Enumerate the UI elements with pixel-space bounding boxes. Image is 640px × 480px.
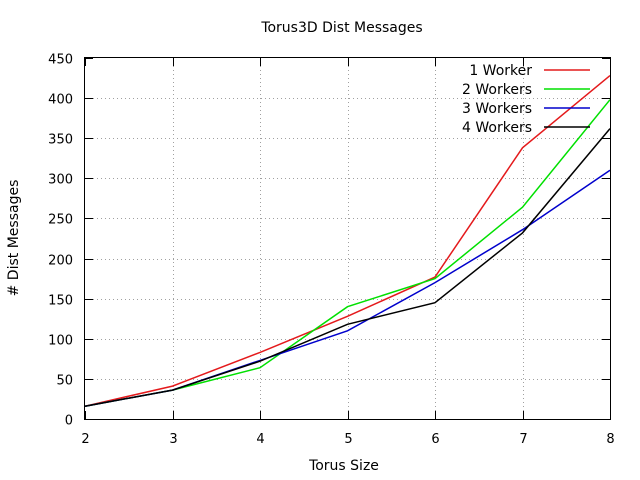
- legend-label: 1 Worker: [469, 63, 532, 79]
- y-tick-label: 250: [48, 213, 73, 228]
- series-line-1-worker: [84, 75, 611, 407]
- y-tick-label: 150: [48, 294, 73, 309]
- x-tick-label: 7: [519, 432, 527, 447]
- legend-label: 4 Workers: [462, 120, 532, 136]
- x-tick-label: 3: [169, 432, 177, 447]
- legend: 1 Worker 2 Workers 3 Workers 4 Workers: [462, 63, 590, 136]
- y-tick-label: 50: [56, 374, 73, 389]
- legend-label: 2 Workers: [462, 82, 532, 98]
- series-line-2-workers: [84, 99, 611, 407]
- y-tick-label: 200: [48, 254, 73, 269]
- series-line-4-workers: [84, 128, 611, 407]
- x-tick-label: 4: [256, 432, 264, 447]
- y-axis-title: # Dist Messages: [6, 180, 22, 297]
- legend-label: 3 Workers: [462, 101, 532, 117]
- y-axis-ticks: 0 50 100 150 200 250 300 350 400 450: [48, 53, 610, 429]
- y-tick-label: 350: [48, 133, 73, 148]
- x-tick-label: 6: [431, 432, 439, 447]
- x-tick-label: 8: [606, 432, 614, 447]
- x-axis-title: Torus Size: [308, 458, 379, 474]
- x-tick-label: 2: [81, 432, 89, 447]
- series-line-3-workers: [84, 169, 611, 407]
- y-tick-label: 400: [48, 93, 73, 108]
- grid: [85, 58, 610, 419]
- x-axis-ticks: 2 3 4 5 6 7 8: [81, 58, 615, 447]
- series-lines: [84, 75, 611, 407]
- y-tick-label: 0: [65, 414, 73, 429]
- x-tick-label: 5: [344, 432, 352, 447]
- y-tick-label: 450: [48, 53, 73, 68]
- chart-title: Torus3D Dist Messages: [260, 20, 422, 36]
- y-tick-label: 100: [48, 334, 73, 349]
- y-tick-label: 300: [48, 173, 73, 188]
- plot-frame: [84, 57, 611, 420]
